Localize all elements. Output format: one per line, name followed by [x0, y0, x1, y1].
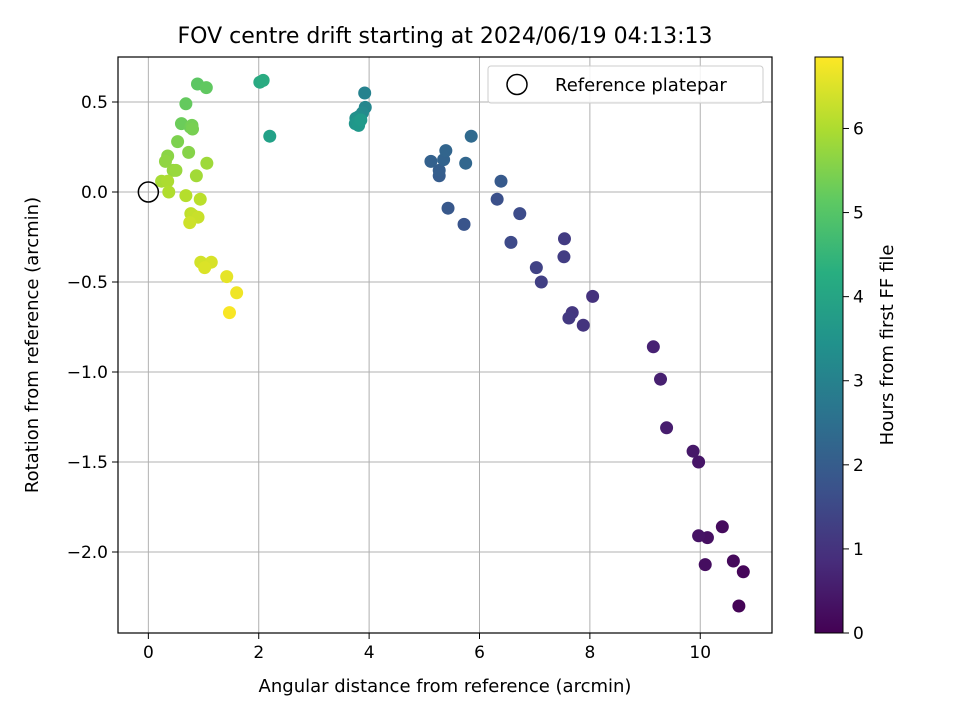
legend: Reference platepar — [487, 65, 764, 104]
data-point — [171, 135, 185, 149]
data-point — [576, 318, 590, 332]
y-tick-label: −2.0 — [67, 543, 108, 563]
x-tick-label: 2 — [253, 643, 264, 663]
data-point — [189, 169, 203, 183]
x-tick-label: 8 — [584, 643, 595, 663]
data-point — [726, 554, 740, 568]
data-point — [586, 289, 600, 303]
y-tick-label: −0.5 — [67, 273, 108, 293]
data-point — [686, 444, 700, 458]
legend-label: Reference platepar — [555, 75, 727, 96]
data-points — [137, 73, 750, 613]
data-point — [162, 185, 176, 199]
data-point — [198, 261, 212, 275]
data-point — [354, 113, 368, 127]
data-point — [654, 372, 668, 386]
data-point — [464, 129, 478, 143]
data-point — [698, 558, 712, 572]
y-tick-label: −1.5 — [67, 453, 108, 473]
y-axis-ticks: 0.5 0.0 −0.5 −1.0 −1.5 −2.0 — [67, 93, 118, 563]
colorbar-label: Hours from first FF file — [877, 245, 898, 446]
data-point — [358, 86, 372, 100]
legend-marker-icon — [506, 73, 528, 96]
data-point — [494, 174, 508, 188]
data-point — [179, 97, 193, 111]
chart-title: FOV centre drift starting at 2024/06/19 … — [178, 24, 713, 49]
data-point — [222, 306, 236, 320]
data-point — [715, 520, 729, 534]
colorbar-tick-label: 3 — [853, 372, 864, 392]
x-tick-label: 4 — [364, 643, 375, 663]
colorbar-tick-label: 4 — [853, 288, 864, 308]
data-point — [534, 275, 548, 289]
x-tick-label: 0 — [143, 643, 154, 663]
data-point — [513, 207, 527, 221]
y-axis-label: Rotation from reference (arcmin) — [22, 197, 43, 493]
colorbar-ticks: 0 1 2 3 4 5 6 — [843, 119, 864, 644]
data-point — [220, 270, 234, 284]
x-axis-label: Angular distance from reference (arcmin) — [259, 676, 632, 697]
data-point — [692, 455, 706, 469]
data-point — [529, 261, 543, 275]
plot-area — [118, 57, 772, 633]
data-point — [169, 163, 183, 177]
x-axis-ticks: 0 2 4 6 8 10 — [143, 633, 711, 663]
data-point — [736, 565, 750, 579]
data-point — [504, 235, 518, 249]
data-point — [200, 156, 214, 170]
colorbar: 0 1 2 3 4 5 6 Hours from first FF file — [814, 56, 898, 644]
data-point — [186, 122, 200, 136]
data-point — [439, 144, 453, 158]
data-point — [182, 145, 196, 159]
data-point — [193, 192, 207, 206]
colorbar-tick-label: 0 — [853, 624, 864, 644]
x-tick-label: 10 — [689, 643, 711, 663]
data-point — [256, 73, 270, 87]
colorbar-gradient — [814, 56, 844, 634]
data-point — [179, 189, 193, 203]
data-point — [199, 81, 213, 95]
data-point — [230, 286, 244, 300]
y-tick-label: −1.0 — [67, 363, 108, 383]
data-point — [183, 216, 197, 230]
data-point — [660, 421, 674, 435]
data-point — [490, 192, 504, 206]
y-tick-label: 0.0 — [81, 183, 108, 203]
plot-frame — [117, 56, 773, 634]
colorbar-tick-label: 6 — [853, 119, 864, 139]
data-point — [557, 232, 571, 246]
data-point — [732, 599, 746, 613]
colorbar-tick-label: 2 — [853, 456, 864, 476]
data-point — [432, 163, 446, 177]
data-point — [424, 154, 438, 168]
y-tick-label: 0.5 — [81, 93, 108, 113]
data-point — [441, 201, 455, 215]
data-point — [562, 311, 576, 325]
data-point — [158, 154, 172, 168]
data-point — [459, 156, 473, 170]
data-point — [263, 129, 277, 143]
colorbar-tick-label: 5 — [853, 204, 864, 224]
grid-lines — [118, 57, 772, 633]
legend-box — [487, 65, 764, 104]
reference-point-marker — [137, 181, 160, 203]
data-point — [161, 174, 175, 188]
colorbar-tick-label: 1 — [853, 540, 864, 560]
x-tick-label: 6 — [474, 643, 485, 663]
data-point — [646, 340, 660, 354]
data-point — [557, 250, 571, 264]
data-point — [692, 529, 706, 543]
data-point — [457, 217, 471, 231]
